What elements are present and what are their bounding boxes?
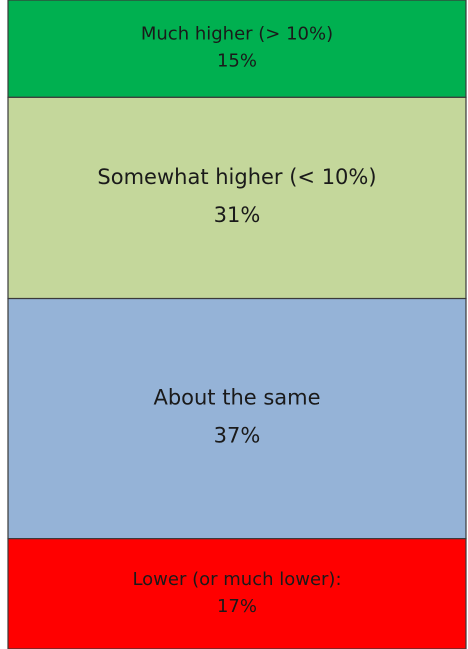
bar-segment [7, 96, 467, 300]
value-label: 17% [217, 596, 257, 617]
bar-segment [7, 538, 467, 649]
segment-label: About the same [153, 386, 320, 410]
bar-segment [7, 0, 467, 98]
segment-label: Much higher (> 10%) [141, 24, 333, 45]
bar-segment [7, 297, 467, 540]
value-label: 15% [217, 51, 257, 72]
value-label: 31% [214, 203, 261, 227]
value-label: 37% [214, 424, 261, 448]
segment-label: Lower (or much lower): [132, 569, 341, 590]
segment-label: Somewhat higher (< 10%) [97, 165, 376, 189]
